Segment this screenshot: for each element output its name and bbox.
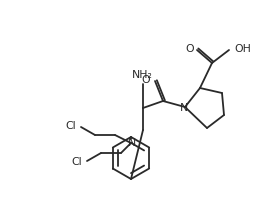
- Text: O: O: [185, 44, 194, 54]
- Text: Cl: Cl: [71, 157, 82, 167]
- Text: O: O: [141, 75, 150, 85]
- Text: Cl: Cl: [65, 121, 76, 131]
- Text: NH₂: NH₂: [132, 70, 152, 80]
- Text: OH: OH: [234, 44, 251, 54]
- Text: N: N: [128, 138, 136, 148]
- Text: N: N: [180, 103, 188, 113]
